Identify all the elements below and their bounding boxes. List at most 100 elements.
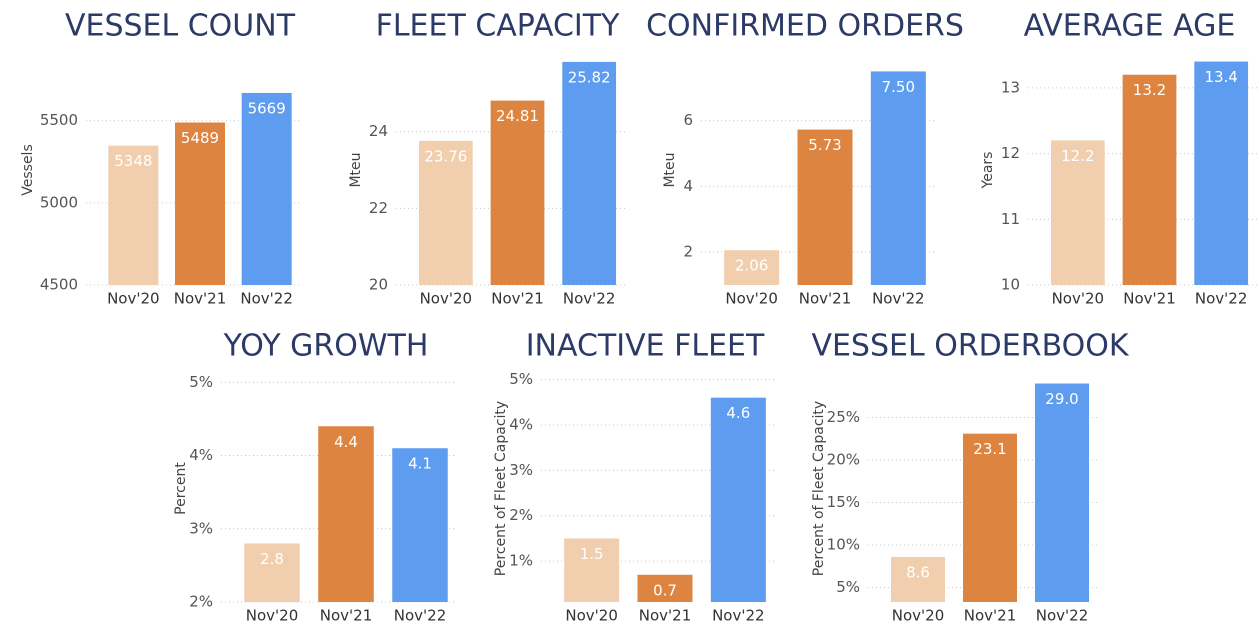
y-tick-label: 3% <box>509 461 533 479</box>
value-label: 12.2 <box>1061 147 1094 165</box>
x-tick-label: Nov'21 <box>639 607 692 625</box>
bar <box>1122 74 1177 285</box>
y-axis-label: Mteu <box>348 152 364 187</box>
x-tick-label: Nov'21 <box>491 290 544 308</box>
y-axis-label: Percent of Fleet Capacity <box>811 401 827 576</box>
y-tick-label: 24 <box>369 122 388 140</box>
y-tick-label: 5% <box>509 370 533 388</box>
y-tick-label: 12 <box>1001 144 1020 162</box>
y-axis-label: Percent <box>173 462 189 515</box>
y-tick-label: 15% <box>827 493 860 511</box>
y-tick-label: 6 <box>683 111 693 129</box>
bar <box>418 140 473 285</box>
chart-title: YOY GROWTH <box>223 329 429 364</box>
x-tick-label: Nov'20 <box>892 607 945 625</box>
value-label: 5669 <box>248 99 286 117</box>
chart-title: INACTIVE FLEET <box>526 329 765 364</box>
y-tick-label: 1% <box>509 552 533 570</box>
chart-title: VESSEL ORDERBOOK <box>811 329 1129 364</box>
x-tick-label: Nov'21 <box>964 607 1017 625</box>
bar <box>1194 61 1249 286</box>
y-tick-label: 5% <box>836 578 860 596</box>
bar <box>1035 383 1089 602</box>
y-tick-label: 4% <box>509 415 533 433</box>
x-tick-label: Nov'20 <box>107 290 160 308</box>
bar <box>797 129 853 285</box>
bar <box>963 433 1017 602</box>
y-tick-label: 13 <box>1001 78 1020 96</box>
bar <box>241 92 292 285</box>
x-tick-label: Nov'21 <box>1123 290 1176 308</box>
x-tick-label: Nov'21 <box>174 290 227 308</box>
x-tick-label: Nov'20 <box>565 607 618 625</box>
y-tick-label: 4% <box>189 446 213 464</box>
y-axis-label: Vessels <box>20 144 36 196</box>
y-tick-label: 2% <box>509 506 533 524</box>
y-tick-label: 5500 <box>40 111 78 129</box>
value-label: 4.1 <box>408 455 432 473</box>
bar <box>891 556 945 602</box>
bar <box>392 448 448 602</box>
bar <box>318 426 374 602</box>
y-tick-label: 4 <box>683 177 693 195</box>
x-tick-label: Nov'20 <box>420 290 473 308</box>
bar <box>724 250 780 285</box>
value-label: 25.82 <box>568 68 611 86</box>
value-label: 23.1 <box>973 440 1006 458</box>
x-tick-label: Nov'22 <box>394 607 447 625</box>
bar <box>710 397 766 602</box>
bar <box>108 145 159 285</box>
x-tick-label: Nov'22 <box>872 290 925 308</box>
y-tick-label: 2% <box>189 593 213 611</box>
chart-title: CONFIRMED ORDERS <box>646 9 964 44</box>
y-axis-label: Years <box>980 152 996 190</box>
value-label: 24.81 <box>496 107 539 125</box>
value-label: 13.4 <box>1204 68 1237 86</box>
value-label: 5.73 <box>808 136 841 154</box>
chart-title: FLEET CAPACITY <box>376 9 620 44</box>
chart-title: VESSEL COUNT <box>65 9 296 44</box>
x-tick-label: Nov'20 <box>246 607 299 625</box>
bar <box>490 100 545 285</box>
value-label: 4.4 <box>334 433 358 451</box>
value-label: 5348 <box>114 152 152 170</box>
y-tick-label: 11 <box>1001 210 1020 228</box>
y-axis-label: Mteu <box>662 152 678 187</box>
bar <box>637 574 693 602</box>
bar <box>175 122 225 286</box>
value-label: 29.0 <box>1045 390 1078 408</box>
value-label: 7.50 <box>882 78 915 96</box>
x-tick-label: Nov'21 <box>320 607 373 625</box>
y-tick-label: 20% <box>827 451 860 469</box>
y-tick-label: 5% <box>189 373 213 391</box>
x-tick-label: Nov'22 <box>240 290 293 308</box>
x-tick-label: Nov'20 <box>1052 290 1105 308</box>
y-tick-label: 3% <box>189 519 213 537</box>
y-axis-label: Percent of Fleet Capacity <box>493 401 509 576</box>
x-tick-label: Nov'22 <box>563 290 616 308</box>
y-tick-label: 20 <box>369 276 388 294</box>
x-tick-label: Nov'20 <box>725 290 778 308</box>
bar <box>244 543 300 602</box>
y-tick-label: 5000 <box>40 193 78 211</box>
y-tick-label: 10 <box>1001 276 1020 294</box>
value-label: 2.06 <box>735 257 768 275</box>
x-tick-label: Nov'22 <box>1036 607 1089 625</box>
y-tick-label: 4500 <box>40 276 78 294</box>
y-tick-label: 22 <box>369 199 388 217</box>
y-tick-label: 10% <box>827 536 860 554</box>
bar <box>562 61 617 286</box>
value-label: 13.2 <box>1133 81 1166 99</box>
x-tick-label: Nov'22 <box>712 607 765 625</box>
value-label: 1.5 <box>580 545 604 563</box>
y-tick-label: 2 <box>683 243 693 261</box>
value-label: 8.6 <box>906 563 930 581</box>
y-tick-label: 25% <box>827 408 860 426</box>
value-label: 5489 <box>181 129 219 147</box>
value-label: 2.8 <box>260 550 284 568</box>
value-label: 0.7 <box>653 581 677 599</box>
bar <box>870 71 926 285</box>
x-tick-label: Nov'21 <box>799 290 852 308</box>
x-tick-label: Nov'22 <box>1195 290 1248 308</box>
